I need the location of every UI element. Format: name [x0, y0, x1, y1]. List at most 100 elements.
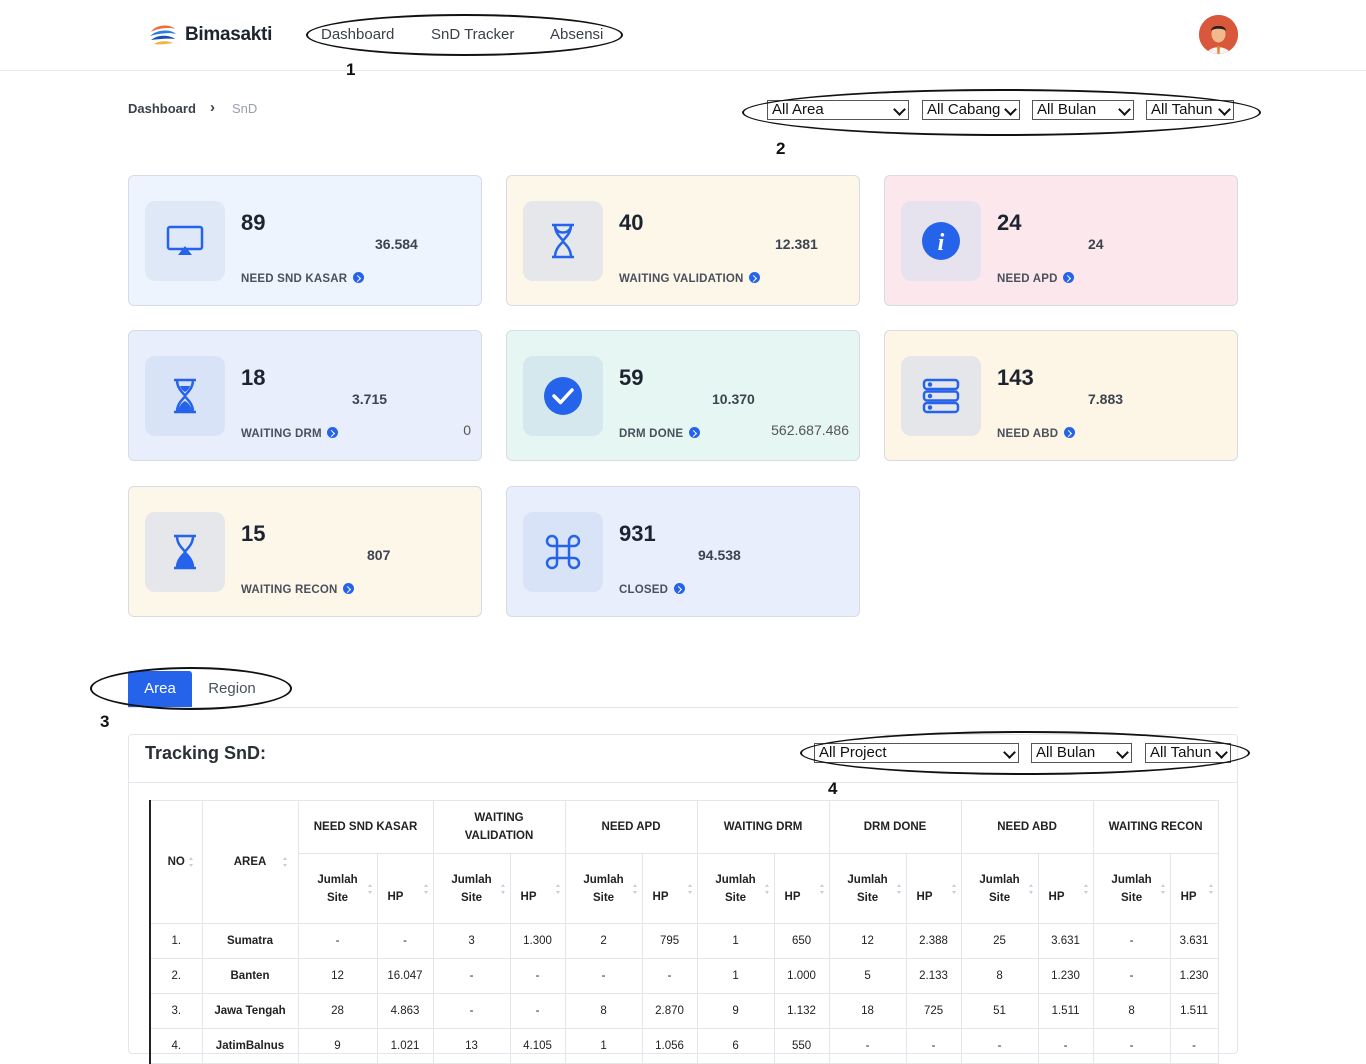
col-header-jumlah-site-label: Jumlah Site	[1111, 873, 1152, 904]
col-header-area[interactable]: AREA	[201, 800, 299, 924]
col-header-jumlah-site-label: Jumlah Site	[847, 873, 888, 904]
col-header-jumlah-site[interactable]: Jumlah Site	[1092, 853, 1171, 924]
card-hp: 807	[367, 547, 391, 563]
arrow-circle-right-icon	[1063, 272, 1075, 283]
airplay-icon	[166, 225, 204, 255]
col-header-jumlah-site[interactable]: Jumlah Site	[696, 853, 775, 924]
col-header-jumlah-site-label: Jumlah Site	[317, 873, 358, 904]
card-link[interactable]: NEED SND KASAR	[241, 272, 364, 285]
cell-jumlah-site: -	[432, 993, 511, 1029]
nav-snd-tracker[interactable]: SnD Tracker	[431, 26, 515, 43]
card-icon-box	[523, 512, 603, 592]
area-select[interactable]: All Area	[767, 100, 909, 120]
breadcrumb-home[interactable]: Dashboard	[128, 101, 196, 116]
col-header-hp[interactable]: HP	[773, 853, 830, 924]
col-header-jumlah-site-label: Jumlah Site	[979, 873, 1020, 904]
col-header-hp[interactable]: HP	[509, 853, 566, 924]
cell-hp: 4.105	[509, 1028, 566, 1064]
col-header-jumlah-site[interactable]: Jumlah Site	[960, 853, 1039, 924]
cell-area: Banten	[201, 958, 299, 994]
col-header-hp[interactable]: HP	[641, 853, 698, 924]
cell-hp: -	[376, 923, 434, 959]
card-count: 931	[619, 521, 656, 546]
card-link[interactable]: NEED ABD	[997, 427, 1075, 440]
cell-area: JatimBalnus	[201, 1028, 299, 1064]
card-link[interactable]: NEED APD	[997, 272, 1075, 285]
cell-jumlah-site: -	[1092, 1028, 1171, 1064]
tracking-bulan-select[interactable]: All Bulan	[1031, 743, 1132, 763]
cell-hp: 1.300	[509, 923, 566, 959]
cell-jumlah-site: 8	[1092, 993, 1171, 1029]
cell-hp: 2.388	[905, 923, 962, 959]
group-header: NEED SND KASAR	[297, 800, 434, 854]
tracking-tahun-select[interactable]: All Tahun	[1145, 743, 1231, 763]
col-header-hp-label: HP	[652, 890, 669, 903]
card-need-abd: 143 7.883 NEED ABD	[884, 330, 1238, 461]
col-header-hp[interactable]: HP	[376, 853, 434, 924]
arrow-circle-right-icon	[688, 427, 700, 438]
col-header-no[interactable]: NO	[149, 800, 203, 924]
annotation-marker-3: 3	[100, 712, 110, 731]
tracking-bulan-select-value: All Bulan	[1036, 744, 1096, 761]
card-waiting-validation: 40 12.381 WAITING VALIDATION	[506, 175, 860, 306]
group-header: NEED ABD	[960, 800, 1094, 854]
card-link[interactable]: DRM DONE	[619, 427, 700, 440]
breadcrumb-separator: ›	[210, 99, 215, 116]
cell-hp: 1.000	[773, 958, 830, 994]
card-link[interactable]: WAITING VALIDATION	[619, 272, 760, 285]
project-select-value: All Project	[819, 744, 887, 761]
col-header-jumlah-site[interactable]: Jumlah Site	[432, 853, 511, 924]
col-header-jumlah-site[interactable]: Jumlah Site	[564, 853, 643, 924]
nav-absensi[interactable]: Absensi	[550, 26, 604, 43]
chevron-down-icon	[1215, 746, 1228, 759]
user-avatar[interactable]	[1199, 15, 1238, 54]
tab-region[interactable]: Region	[208, 680, 256, 697]
cabang-select[interactable]: All Cabang	[922, 100, 1020, 120]
tab-area[interactable]: Area	[128, 671, 192, 707]
sort-icon	[423, 883, 429, 894]
group-header: WAITING VALIDATION	[432, 800, 566, 854]
col-header-hp[interactable]: HP	[1169, 853, 1219, 924]
cell-jumlah-site: 6	[696, 1028, 775, 1064]
cell-jumlah-site: 5	[828, 958, 907, 994]
col-header-jumlah-site-label: Jumlah Site	[451, 873, 492, 904]
breadcrumb-current: SnD	[232, 101, 258, 116]
card-hp: 36.584	[375, 236, 418, 252]
cell-jumlah-site: 25	[960, 923, 1039, 959]
nav-dashboard[interactable]: Dashboard	[321, 26, 395, 43]
col-header-hp-label: HP	[916, 890, 933, 903]
card-link[interactable]: WAITING RECON	[241, 583, 354, 596]
card-link[interactable]: WAITING DRM	[241, 427, 339, 440]
cell-jumlah-site: -	[564, 958, 643, 994]
arrow-circle-right-icon	[1063, 427, 1075, 438]
arrow-circle-right-icon	[748, 272, 760, 283]
col-header-jumlah-site[interactable]: Jumlah Site	[828, 853, 907, 924]
col-header-hp[interactable]: HP	[905, 853, 962, 924]
bulan-select[interactable]: All Bulan	[1032, 100, 1134, 120]
cell-hp: 650	[773, 923, 830, 959]
arrow-circle-right-icon	[673, 583, 685, 594]
bimasakti-logo-icon[interactable]	[148, 20, 178, 50]
card-closed: 931 94.538 CLOSED	[506, 486, 860, 617]
card-count: 18	[241, 365, 266, 390]
cell-jumlah-site: 2	[564, 923, 643, 959]
cell-hp: -	[1169, 1028, 1219, 1064]
col-header-jumlah-site[interactable]: Jumlah Site	[297, 853, 378, 924]
cell-no: 4.	[149, 1028, 203, 1064]
col-header-hp-label: HP	[1180, 890, 1197, 903]
card-icon-box	[901, 356, 981, 436]
tahun-select[interactable]: All Tahun	[1146, 100, 1234, 120]
cell-no: 3.	[149, 993, 203, 1029]
card-link[interactable]: CLOSED	[619, 583, 685, 596]
card-hp: 3.715	[352, 391, 388, 407]
cell-hp: 2.133	[905, 958, 962, 994]
cell-jumlah-site: 1	[696, 958, 775, 994]
app-name[interactable]: Bimasakti	[185, 24, 273, 45]
cell-jumlah-site: 9	[696, 993, 775, 1029]
col-header-hp-label: HP	[387, 890, 404, 903]
cell-jumlah-site: 9	[297, 1028, 378, 1064]
project-select[interactable]: All Project	[814, 743, 1019, 763]
cell-hp: -	[641, 958, 698, 994]
col-header-hp[interactable]: HP	[1037, 853, 1094, 924]
col-header-jumlah-site-label: Jumlah Site	[715, 873, 756, 904]
